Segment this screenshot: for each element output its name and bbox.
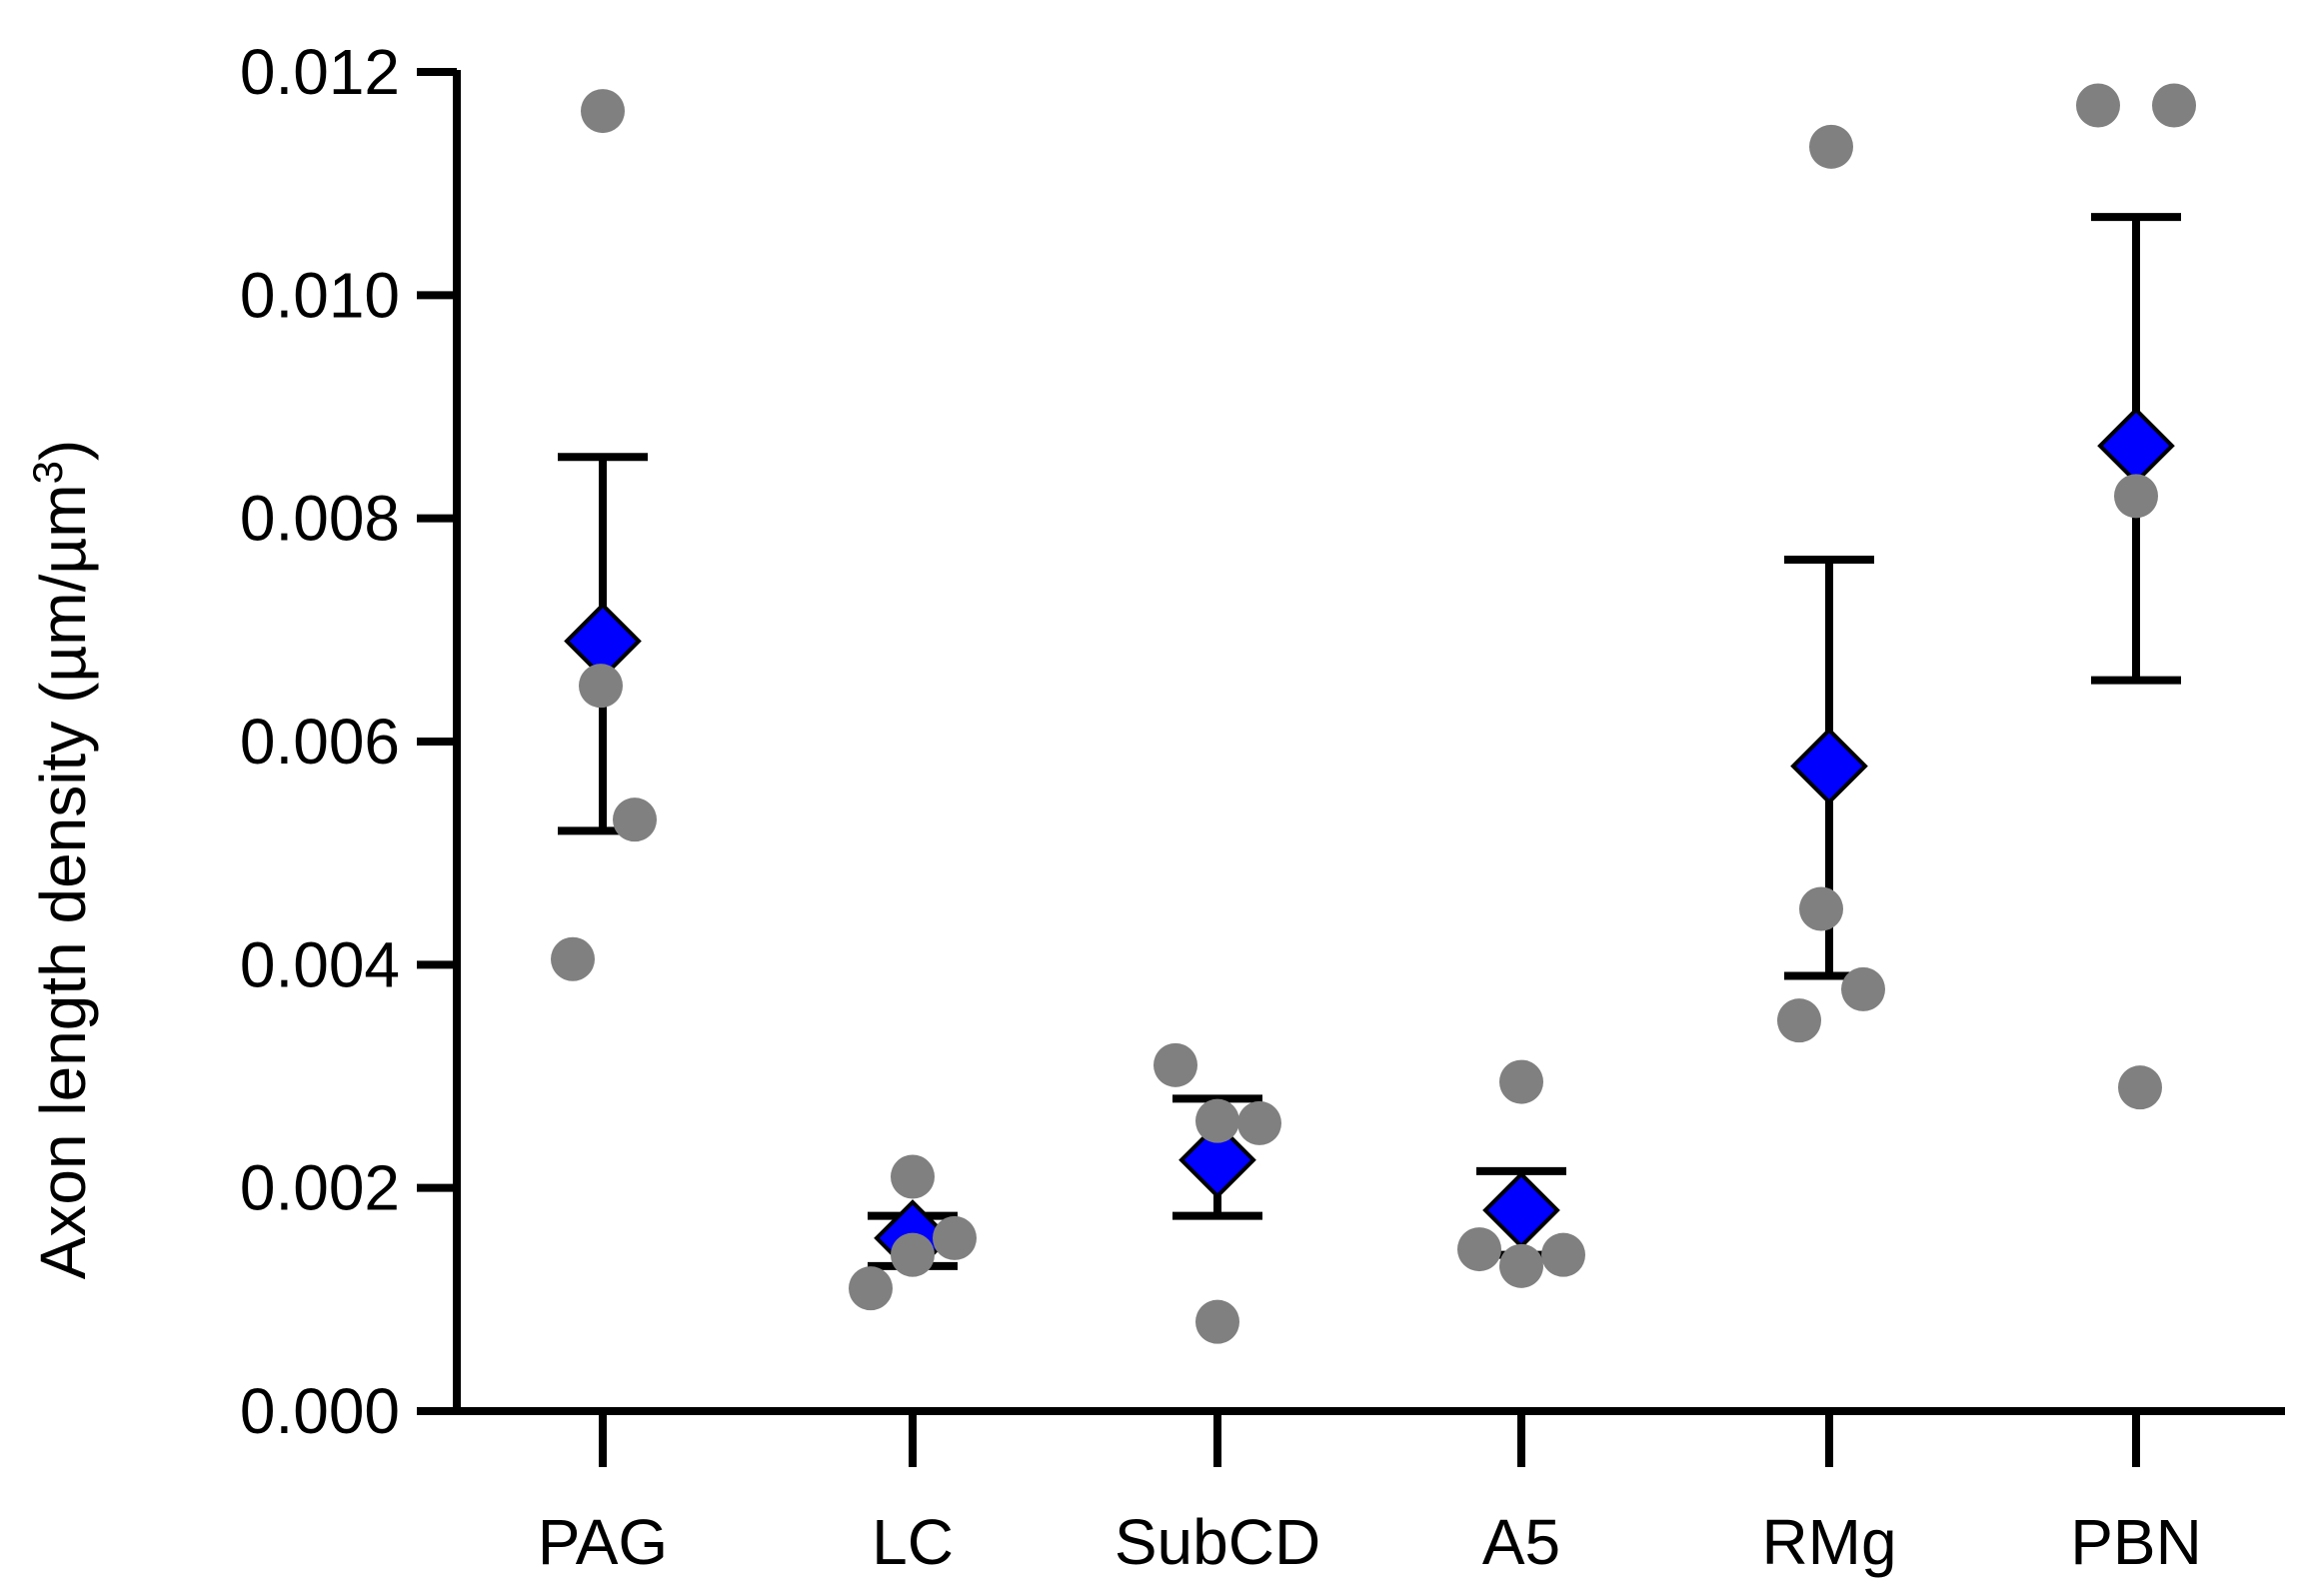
data-point bbox=[849, 1266, 893, 1311]
data-point bbox=[1499, 1059, 1543, 1104]
data-point bbox=[1541, 1232, 1585, 1277]
y-tick-label: 0.008 bbox=[240, 483, 400, 555]
y-axis-title-text: Axon length density (µm/µm bbox=[27, 484, 99, 1279]
y-tick-label: 0.012 bbox=[240, 36, 400, 108]
data-point bbox=[1809, 124, 1853, 169]
data-point bbox=[1195, 1299, 1239, 1344]
data-point bbox=[581, 89, 625, 134]
data-point bbox=[1153, 1042, 1197, 1087]
data-point bbox=[551, 936, 595, 981]
y-axis-title-superscript: 3 bbox=[24, 461, 71, 484]
y-axis-title: Axon length density (µm/µm3) bbox=[24, 440, 100, 1280]
y-axis-ticks: 0.000 0.002 0.004 0.006 0.008 0.010 0.012 bbox=[240, 36, 457, 1447]
x-tick-label: A5 bbox=[1482, 1506, 1560, 1578]
mean-diamond-marker bbox=[1178, 1120, 1256, 1199]
axes bbox=[453, 70, 2285, 1415]
data-point bbox=[1457, 1227, 1501, 1272]
data-point bbox=[1237, 1100, 1281, 1145]
data-point bbox=[1777, 998, 1821, 1043]
y-tick-label: 0.004 bbox=[240, 928, 400, 1000]
y-tick-label: 0.002 bbox=[240, 1152, 400, 1224]
data-point bbox=[933, 1215, 977, 1260]
mean-diamond-marker bbox=[2097, 407, 2175, 485]
data-point bbox=[891, 1232, 935, 1277]
data-point bbox=[2114, 474, 2158, 519]
y-tick-label: 0.010 bbox=[240, 259, 400, 331]
x-axis-ticks: PAG LC SubCD A5 RMg PBN bbox=[538, 1411, 2202, 1578]
data-point bbox=[2076, 83, 2120, 128]
data-points bbox=[551, 83, 2196, 1344]
x-tick-label: SubCD bbox=[1115, 1506, 1320, 1578]
data-point bbox=[1841, 966, 1885, 1011]
data-point bbox=[1499, 1243, 1543, 1288]
data-point bbox=[2152, 83, 2196, 128]
data-point bbox=[1195, 1098, 1239, 1143]
mean-markers bbox=[564, 407, 2175, 1277]
x-tick-label: LC bbox=[872, 1506, 954, 1578]
error-bars bbox=[558, 213, 2181, 1270]
x-tick-label: PAG bbox=[538, 1506, 668, 1578]
mean-diamond-marker bbox=[1790, 727, 1868, 805]
y-axis-title-close: ) bbox=[27, 440, 99, 461]
data-point bbox=[2118, 1065, 2162, 1110]
x-tick-label: PBN bbox=[2070, 1506, 2202, 1578]
y-tick-label: 0.006 bbox=[240, 706, 400, 778]
data-point bbox=[613, 798, 657, 842]
data-point bbox=[579, 664, 623, 709]
data-point bbox=[891, 1154, 935, 1199]
data-point bbox=[1799, 886, 1843, 931]
x-tick-label: RMg bbox=[1761, 1506, 1896, 1578]
y-tick-label: 0.000 bbox=[240, 1375, 400, 1447]
